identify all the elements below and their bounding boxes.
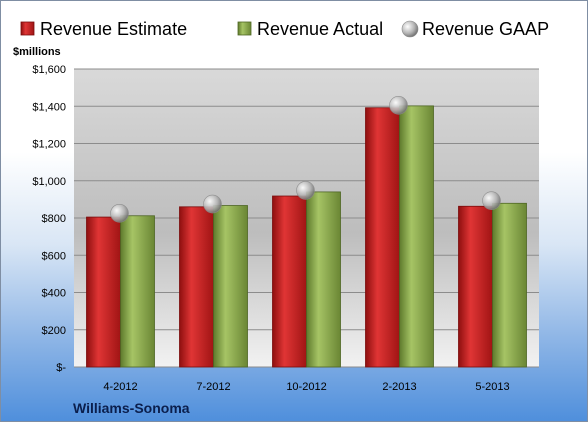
bar-revenue-estimate (179, 206, 214, 368)
bar-revenue-actual (399, 105, 434, 368)
y-tick-label: $600 (42, 250, 66, 262)
legend-item-revenue-gaap: Revenue GAAP (401, 19, 549, 39)
legend-swatch (20, 21, 35, 36)
y-axis-ticks: $- $200 $400 $600 $800 $1,000 $1,200 $1,400 $1,6… (32, 64, 66, 374)
bar-revenue-actual (306, 191, 341, 368)
y-tick-label: $1,000 (32, 176, 66, 188)
y-tick-label: $800 (42, 213, 66, 225)
bar-revenue-estimate (86, 216, 121, 368)
x-tick-label: 5-2013 (475, 381, 509, 393)
legend-swatch (237, 21, 252, 36)
bar-revenue-estimate (272, 195, 307, 368)
marker-revenue-gaap (110, 204, 129, 223)
x-tick-label: 7-2012 (196, 381, 230, 393)
x-tick-label: 10-2012 (286, 381, 326, 393)
legend-label: Revenue GAAP (422, 19, 549, 39)
legend-item-revenue-estimate: Revenue Estimate (20, 19, 187, 39)
marker-revenue-gaap (389, 96, 408, 115)
y-tick-label: $200 (42, 325, 66, 337)
legend-swatch (401, 20, 419, 38)
marker-revenue-gaap (482, 191, 501, 210)
x-axis-ticks: 4-2012 7-2012 10-2012 2-2013 5-2013 (103, 381, 509, 393)
marker-revenue-gaap (296, 181, 315, 200)
bar-revenue-actual (492, 202, 527, 368)
company-label: Williams-Sonoma (73, 400, 190, 416)
bar-revenue-estimate (458, 205, 493, 368)
y-tick-label: $1,400 (32, 101, 66, 113)
legend: Revenue Estimate Revenue Actual Revenue GA… (20, 19, 549, 39)
legend-label: Revenue Estimate (40, 19, 187, 39)
y-tick-label: $- (56, 362, 66, 374)
x-tick-label: 2-2013 (382, 381, 416, 393)
x-tick-label: 4-2012 (103, 381, 137, 393)
bars (86, 105, 527, 368)
marker-revenue-gaap (203, 194, 222, 214)
gaap-markers (110, 96, 501, 223)
y-axis-unit-label: $millions (13, 46, 61, 58)
legend-label: Revenue Actual (257, 19, 383, 39)
bar-revenue-actual (120, 215, 155, 368)
y-tick-label: $1,200 (32, 139, 66, 151)
legend-item-revenue-actual: Revenue Actual (237, 19, 383, 39)
y-tick-label: $1,600 (32, 64, 66, 76)
y-tick-label: $400 (42, 288, 66, 300)
bar-revenue-estimate (365, 107, 400, 368)
bar-revenue-actual (213, 205, 248, 368)
